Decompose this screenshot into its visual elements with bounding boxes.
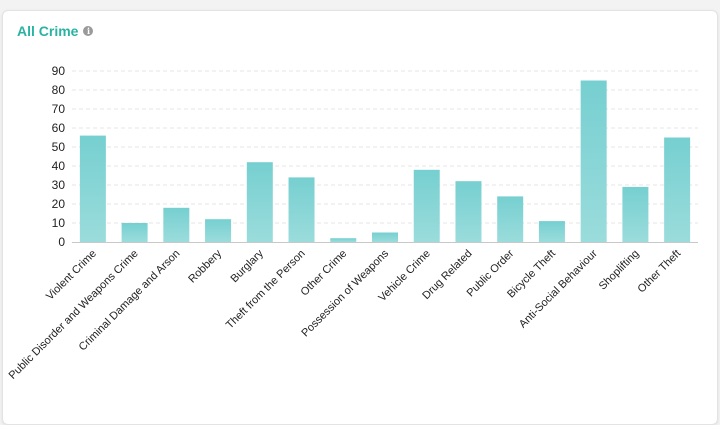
bar[interactable] [664, 137, 691, 243]
bar[interactable] [246, 162, 273, 242]
y-tick-label: 30 [52, 178, 66, 192]
y-tick-label: 90 [52, 64, 66, 78]
x-tick-label: Theft from the Person [224, 248, 308, 332]
x-tick-label: Burglary [228, 247, 266, 285]
x-tick-label: Anti-Social Behaviour [517, 247, 600, 330]
x-tick-label: Other Theft [636, 248, 684, 296]
bar[interactable] [413, 169, 440, 242]
card-title: All Crime [17, 23, 79, 39]
bar[interactable] [79, 135, 106, 242]
bar[interactable] [121, 223, 148, 242]
bar[interactable] [455, 181, 482, 242]
y-tick-label: 20 [52, 197, 66, 211]
bar[interactable] [497, 196, 524, 242]
bar[interactable] [538, 221, 565, 242]
y-tick-label: 80 [52, 83, 66, 97]
y-axis-ticks: 0 10 20 30 40 50 60 70 80 90 [52, 64, 66, 249]
y-tick-label: 10 [52, 216, 66, 230]
bar[interactable] [205, 219, 232, 242]
bars [79, 80, 691, 243]
x-tick-label: Robbery [186, 247, 224, 285]
bar[interactable] [622, 186, 649, 242]
bar[interactable] [163, 207, 190, 242]
bar[interactable] [372, 232, 398, 243]
card-header: All Crime i [17, 23, 94, 39]
y-tick-label: 50 [52, 140, 66, 154]
y-tick-label: 60 [52, 121, 66, 135]
y-tick-label: 70 [52, 102, 66, 116]
y-tick-label: 40 [52, 159, 66, 173]
bar[interactable] [330, 238, 357, 242]
y-tick-label: 0 [58, 235, 65, 249]
x-tick-label: Shoplifting [597, 248, 642, 293]
info-icon[interactable]: i [83, 26, 94, 36]
bar[interactable] [288, 177, 315, 242]
bar[interactable] [580, 80, 607, 243]
